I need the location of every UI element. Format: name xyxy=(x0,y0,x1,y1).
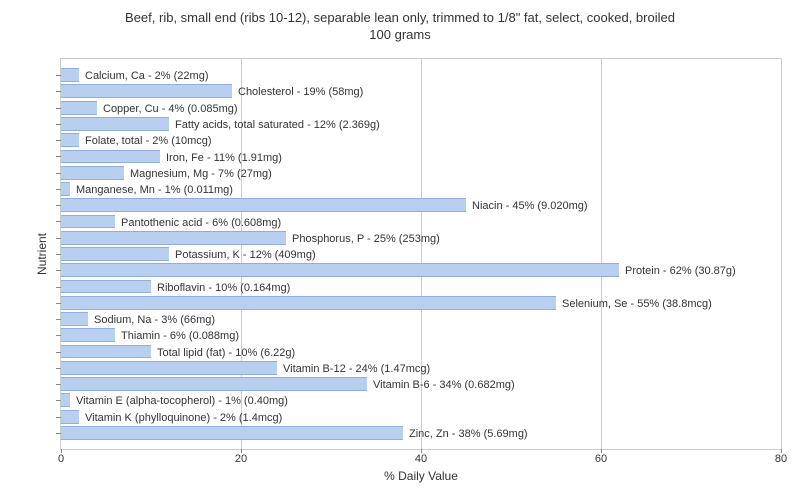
bar-label: Total lipid (fat) - 10% (6.22g) xyxy=(157,347,295,359)
bar: Vitamin B-6 - 34% (0.682mg) xyxy=(61,377,367,391)
bar: Calcium, Ca - 2% (22mg) xyxy=(61,68,79,82)
nutrient-chart: Beef, rib, small end (ribs 10-12), separ… xyxy=(0,0,800,500)
title-line1: Beef, rib, small end (ribs 10-12), separ… xyxy=(125,10,675,25)
y-tick xyxy=(56,352,61,353)
y-tick xyxy=(56,238,61,239)
bar-label: Riboflavin - 10% (0.164mg) xyxy=(157,282,290,294)
bar-label: Cholesterol - 19% (58mg) xyxy=(238,86,363,98)
y-tick xyxy=(56,75,61,76)
bar: Pantothenic acid - 6% (0.608mg) xyxy=(61,215,115,229)
bar-label: Niacin - 45% (9.020mg) xyxy=(472,200,588,212)
y-tick xyxy=(56,156,61,157)
bar: Magnesium, Mg - 7% (27mg) xyxy=(61,166,124,180)
y-tick xyxy=(56,400,61,401)
y-tick xyxy=(56,303,61,304)
bar-label: Sodium, Na - 3% (66mg) xyxy=(94,314,215,326)
y-tick xyxy=(56,433,61,434)
x-tick-label: 80 xyxy=(775,449,787,465)
bar-label: Copper, Cu - 4% (0.085mg) xyxy=(103,103,238,115)
y-tick xyxy=(56,173,61,174)
bar-label: Manganese, Mn - 1% (0.011mg) xyxy=(76,184,233,196)
y-tick xyxy=(56,368,61,369)
y-tick xyxy=(56,124,61,125)
bar: Protein - 62% (30.87g) xyxy=(61,263,619,277)
bar: Potassium, K - 12% (409mg) xyxy=(61,247,169,261)
y-tick xyxy=(56,205,61,206)
bar-label: Vitamin B-12 - 24% (1.47mcg) xyxy=(283,363,430,375)
bar-label: Selenium, Se - 55% (38.8mcg) xyxy=(562,298,712,310)
x-axis-title: % Daily Value xyxy=(384,469,458,483)
bar-label: Vitamin K (phylloquinone) - 2% (1.4mcg) xyxy=(85,412,282,424)
bar-label: Vitamin E (alpha-tocopherol) - 1% (0.40m… xyxy=(76,395,288,407)
x-tick-label: 20 xyxy=(235,449,247,465)
bar: Sodium, Na - 3% (66mg) xyxy=(61,312,88,326)
x-tick-label: 0 xyxy=(58,449,64,465)
bar-label: Phosphorus, P - 25% (253mg) xyxy=(292,233,440,245)
bar-label: Potassium, K - 12% (409mg) xyxy=(175,249,316,261)
bar: Vitamin K (phylloquinone) - 2% (1.4mcg) xyxy=(61,410,79,424)
bar: Selenium, Se - 55% (38.8mcg) xyxy=(61,296,556,310)
gridline xyxy=(601,59,602,449)
y-tick xyxy=(56,335,61,336)
bar: Vitamin E (alpha-tocopherol) - 1% (0.40m… xyxy=(61,393,70,407)
bar-label: Iron, Fe - 11% (1.91mg) xyxy=(166,152,282,164)
y-tick xyxy=(56,417,61,418)
y-tick xyxy=(56,189,61,190)
bar: Manganese, Mn - 1% (0.011mg) xyxy=(61,182,70,196)
bar-label: Vitamin B-6 - 34% (0.682mg) xyxy=(373,379,515,391)
bar-label: Folate, total - 2% (10mcg) xyxy=(85,135,212,147)
bar: Total lipid (fat) - 10% (6.22g) xyxy=(61,345,151,359)
title-line2: 100 grams xyxy=(369,27,430,42)
y-tick xyxy=(56,287,61,288)
bar: Fatty acids, total saturated - 12% (2.36… xyxy=(61,117,169,131)
bar-label: Pantothenic acid - 6% (0.608mg) xyxy=(121,217,281,229)
y-axis-title: Nutrient xyxy=(35,233,49,275)
y-tick xyxy=(56,221,61,222)
x-tick-label: 40 xyxy=(415,449,427,465)
bar: Folate, total - 2% (10mcg) xyxy=(61,133,79,147)
y-tick xyxy=(56,254,61,255)
bar: Iron, Fe - 11% (1.91mg) xyxy=(61,150,160,164)
bar-label: Thiamin - 6% (0.088mg) xyxy=(121,330,239,342)
bar: Vitamin B-12 - 24% (1.47mcg) xyxy=(61,361,277,375)
bar: Copper, Cu - 4% (0.085mg) xyxy=(61,101,97,115)
bar: Niacin - 45% (9.020mg) xyxy=(61,198,466,212)
bar: Zinc, Zn - 38% (5.69mg) xyxy=(61,426,403,440)
bar: Riboflavin - 10% (0.164mg) xyxy=(61,280,151,294)
bar-label: Zinc, Zn - 38% (5.69mg) xyxy=(409,428,528,440)
bar: Cholesterol - 19% (58mg) xyxy=(61,84,232,98)
bar-label: Protein - 62% (30.87g) xyxy=(625,265,736,277)
bar-label: Fatty acids, total saturated - 12% (2.36… xyxy=(175,119,380,131)
bar: Phosphorus, P - 25% (253mg) xyxy=(61,231,286,245)
y-tick xyxy=(56,270,61,271)
y-tick xyxy=(56,384,61,385)
bar-label: Magnesium, Mg - 7% (27mg) xyxy=(130,168,272,180)
y-tick xyxy=(56,319,61,320)
plot-area: Nutrient % Daily Value 020406080Calcium,… xyxy=(60,58,782,450)
y-tick xyxy=(56,108,61,109)
x-tick-label: 60 xyxy=(595,449,607,465)
bar-label: Calcium, Ca - 2% (22mg) xyxy=(85,70,208,82)
chart-title: Beef, rib, small end (ribs 10-12), separ… xyxy=(0,0,800,44)
bar: Thiamin - 6% (0.088mg) xyxy=(61,328,115,342)
y-tick xyxy=(56,91,61,92)
y-tick xyxy=(56,140,61,141)
